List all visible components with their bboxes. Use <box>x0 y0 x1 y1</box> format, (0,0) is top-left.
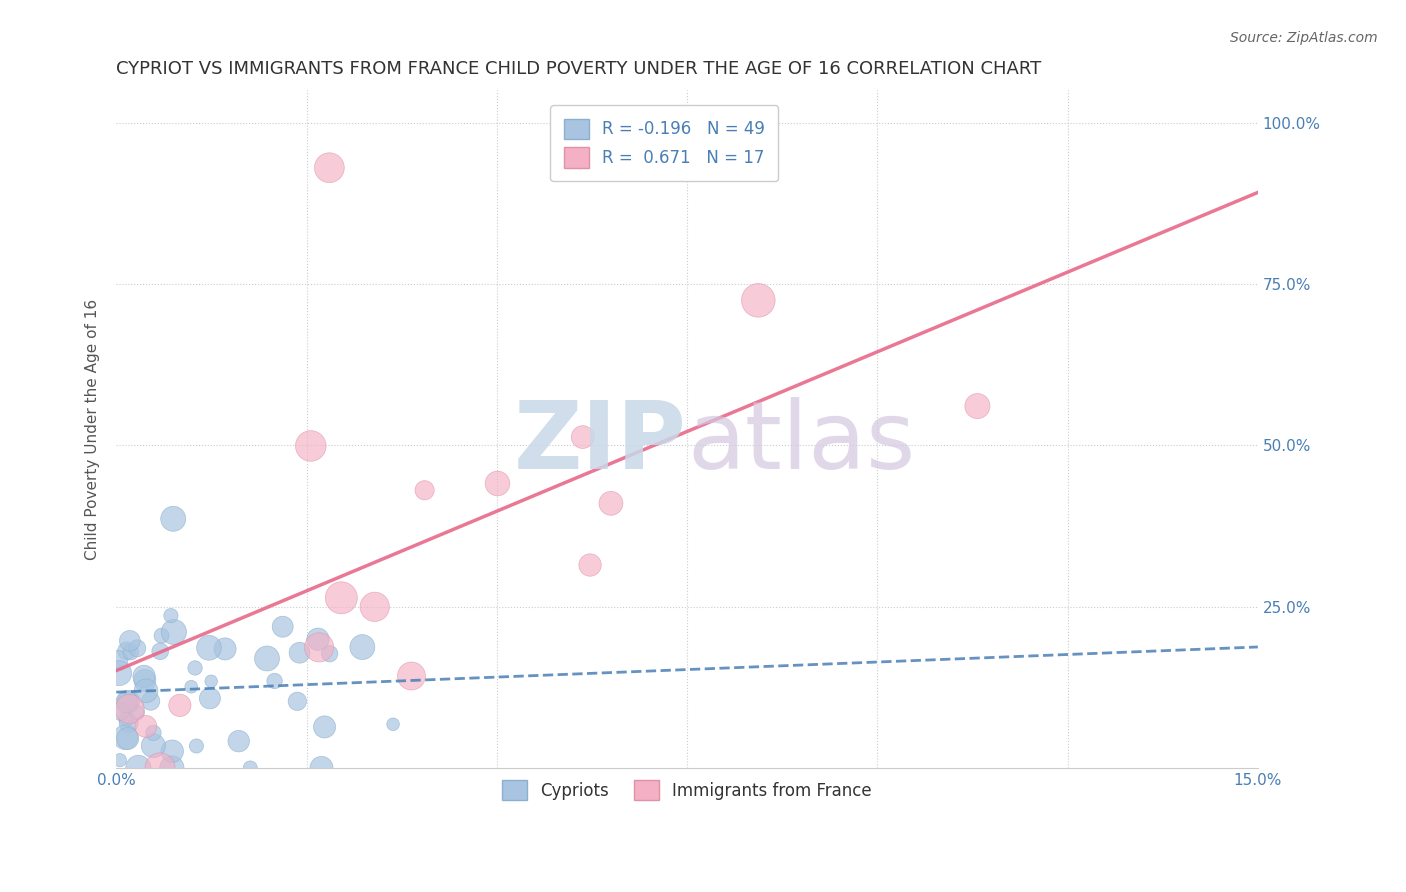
Point <box>314 720 336 734</box>
Point <box>352 640 374 654</box>
Text: CYPRIOT VS IMMIGRANTS FROM FRANCE CHILD POVERTY UNDER THE AGE OF 16 CORRELATION : CYPRIOT VS IMMIGRANTS FROM FRANCE CHILD … <box>117 60 1042 78</box>
Point <box>413 483 436 498</box>
Point <box>150 629 173 643</box>
Point <box>163 625 186 640</box>
Legend: Cypriots, Immigrants from France: Cypriots, Immigrants from France <box>489 767 886 814</box>
Point <box>117 716 139 731</box>
Text: ZIP: ZIP <box>515 397 688 489</box>
Point <box>149 761 172 775</box>
Point <box>160 744 183 758</box>
Point <box>115 644 138 658</box>
Point <box>966 399 988 413</box>
Point <box>401 669 423 683</box>
Point <box>108 753 131 767</box>
Point <box>169 698 191 713</box>
Point <box>198 640 221 655</box>
Point <box>579 558 602 572</box>
Point <box>160 761 183 775</box>
Point <box>271 620 294 634</box>
Point <box>142 739 165 753</box>
Point <box>263 673 285 688</box>
Point <box>228 734 250 748</box>
Y-axis label: Child Poverty Under the Age of 16: Child Poverty Under the Age of 16 <box>86 299 100 559</box>
Point <box>288 646 311 660</box>
Point <box>118 702 141 716</box>
Point <box>142 726 165 740</box>
Point <box>160 608 183 623</box>
Point <box>117 695 139 709</box>
Point <box>114 731 136 745</box>
Point <box>149 644 172 658</box>
Point <box>285 694 308 708</box>
Point <box>571 430 593 444</box>
Point <box>132 669 155 683</box>
Point <box>180 680 202 694</box>
Point <box>299 439 322 453</box>
Point <box>382 717 405 731</box>
Point <box>184 661 207 675</box>
Point <box>127 706 149 720</box>
Point <box>110 704 132 718</box>
Point <box>198 691 221 706</box>
Point <box>135 719 157 733</box>
Point <box>318 647 340 661</box>
Point <box>107 653 129 667</box>
Point <box>600 496 623 510</box>
Point <box>135 683 157 698</box>
Point <box>308 640 330 655</box>
Point <box>117 731 139 746</box>
Point <box>127 641 149 656</box>
Point <box>318 161 340 175</box>
Point <box>200 674 222 689</box>
Point <box>307 632 329 647</box>
Point <box>127 761 149 775</box>
Point <box>364 599 387 614</box>
Point <box>186 739 208 753</box>
Point <box>120 645 142 659</box>
Point <box>118 633 141 648</box>
Point <box>214 642 236 657</box>
Point <box>486 476 509 491</box>
Point <box>239 761 262 775</box>
Point <box>311 761 333 775</box>
Point <box>330 591 353 605</box>
Point <box>134 673 156 688</box>
Point <box>162 512 184 526</box>
Text: atlas: atlas <box>688 397 915 489</box>
Point <box>108 666 131 681</box>
Point <box>115 712 138 726</box>
Point <box>139 694 162 708</box>
Point <box>115 695 138 709</box>
Text: Source: ZipAtlas.com: Source: ZipAtlas.com <box>1230 31 1378 45</box>
Point <box>256 651 278 665</box>
Point <box>747 293 769 308</box>
